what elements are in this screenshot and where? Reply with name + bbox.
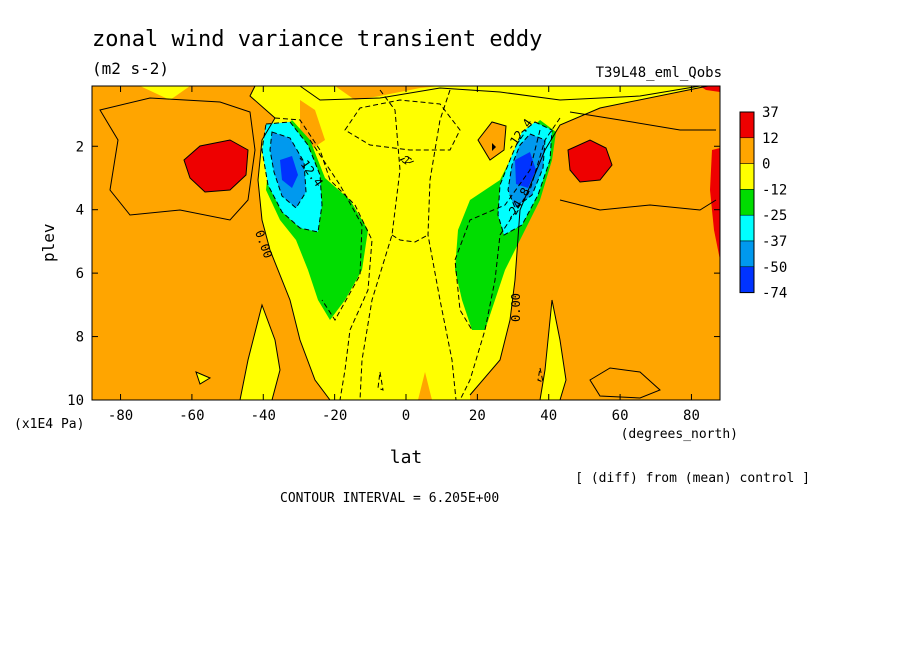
x-tick-label: 20: [469, 408, 486, 424]
x-tick-label: 80: [683, 408, 700, 424]
contour-right-red: [567, 139, 613, 183]
dashed-small-center: [398, 156, 416, 165]
x-axis: -80 -60 -40 -20 0 20 40 60 80: [108, 86, 700, 424]
y-axis-label: plev: [39, 223, 58, 262]
colorbar-label: -37: [762, 234, 787, 250]
contour-label-6: -2: [398, 155, 410, 166]
x-tick-label: -60: [179, 408, 204, 424]
dashed-center-left: [359, 89, 401, 401]
blue-core-left: [280, 156, 298, 188]
colorbar-swatch: [739, 266, 755, 293]
colorbar-label: -50: [762, 260, 787, 276]
red-region-right: [568, 140, 612, 182]
colorbar-swatch: [739, 214, 755, 242]
y-axis: 2 4 6 8 10: [67, 139, 720, 409]
diff-note: [ (diff) from (mean) control ]: [575, 471, 810, 486]
y-tick-label: 10: [67, 393, 84, 409]
contour-left-finger: [239, 303, 281, 401]
colorbar-swatch: [739, 137, 755, 164]
contour-right-outer: [559, 111, 717, 211]
x-tick-label: -40: [251, 408, 276, 424]
solid-contours: [99, 85, 717, 401]
plot-area: 0.00 -12.4 -24.8 0.00 -12.4 -2: [91, 85, 721, 401]
colorbar-label: 0: [762, 157, 770, 173]
contour-label-3: 0.00: [509, 293, 523, 322]
contour-right-zero: [469, 85, 709, 396]
colorbar-label: 37: [762, 105, 779, 121]
dashed-left-inner: [309, 139, 363, 321]
y-tick-label: 8: [76, 330, 84, 346]
contour-interval: CONTOUR INTERVAL = 6.205E+00: [280, 491, 499, 506]
contour-left-outer: [99, 97, 256, 221]
contour-marker: [492, 143, 496, 151]
y-tick-label: 4: [76, 203, 84, 219]
colorbar-label: -74: [762, 286, 787, 302]
contour-top-band: [299, 85, 701, 101]
orange-island-top-center: [335, 86, 440, 100]
chart-title: zonal wind variance transient eddy: [92, 27, 542, 52]
dashed-small-bottom-right: [537, 367, 544, 383]
contour-right-island: [477, 121, 507, 161]
x-tick-label: 0: [402, 408, 410, 424]
dashed-right-outer: [459, 117, 561, 401]
colorbar-swatch: [739, 240, 755, 268]
chart-units: (m2 s-2): [92, 59, 169, 78]
dashed-small-bottom-left: [377, 371, 384, 391]
dashed-left-outer: [274, 117, 373, 401]
dashed-left-midblue-border: [269, 131, 307, 209]
yellow-blob-top-left: [140, 86, 190, 100]
contour-right-finger: [539, 299, 567, 401]
y-tick-label: 2: [76, 139, 84, 155]
contour-left-red: [183, 139, 249, 193]
dashed-center-right: [427, 89, 457, 401]
colorbar-swatch: [739, 189, 755, 216]
x-axis-units: (degrees_north): [621, 427, 738, 442]
dashed-right-midblue-border: [507, 133, 546, 209]
dashed-right-cyan-border: [497, 121, 553, 236]
x-axis-label: lat: [390, 447, 423, 468]
dashed-contours: [261, 89, 561, 401]
colorbar-swatch: [739, 111, 755, 139]
blue-core-right: [515, 152, 536, 188]
contour-right-bottom-loop: [589, 367, 661, 399]
run-label: T39L48_eml_Qobs: [596, 65, 722, 81]
colorbar-swatch: [739, 163, 755, 190]
colorbar-label: -25: [762, 208, 787, 224]
colorbar-label: 12: [762, 131, 779, 147]
red-region-left: [184, 140, 248, 192]
contour-left-zero: [249, 85, 331, 401]
y-axis-units: (x1E4 Pa): [14, 417, 84, 432]
x-tick-label: 60: [612, 408, 629, 424]
dashed-top-loop: [344, 99, 461, 151]
colorbar: 37 12 0 -12 -25 -37 -50 -74: [739, 105, 787, 302]
dashed-left-cyan-border: [261, 121, 323, 233]
orange-island-bottom-center: [418, 372, 432, 400]
dashed-right-inner: [454, 129, 541, 331]
red-region-right-edge: [710, 148, 720, 260]
colorbar-frame: [739, 111, 755, 294]
yellow-region-right-finger: [540, 300, 566, 400]
x-tick-label: -80: [108, 408, 133, 424]
dashed-center-arch: [391, 234, 429, 243]
x-tick-label: 40: [540, 408, 557, 424]
y-tick-label: 6: [76, 266, 84, 282]
yellow-region-left-finger: [240, 305, 280, 400]
x-tick-label: -20: [322, 408, 347, 424]
contour-blob-bottom-left: [195, 371, 212, 385]
red-region-top-right: [700, 86, 720, 92]
colorbar-label: -12: [762, 182, 787, 198]
